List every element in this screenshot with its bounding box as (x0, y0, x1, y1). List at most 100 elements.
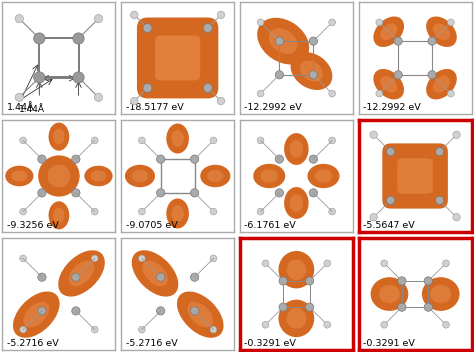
Circle shape (143, 24, 152, 32)
Ellipse shape (58, 250, 105, 297)
Ellipse shape (24, 302, 49, 327)
Circle shape (257, 137, 264, 144)
Ellipse shape (278, 251, 314, 288)
Circle shape (38, 155, 46, 163)
Circle shape (210, 326, 217, 333)
Circle shape (34, 72, 45, 83)
Ellipse shape (300, 61, 323, 81)
Ellipse shape (291, 52, 332, 90)
Ellipse shape (290, 194, 303, 212)
Circle shape (309, 71, 318, 79)
Circle shape (156, 273, 165, 281)
Circle shape (394, 71, 402, 79)
Circle shape (447, 19, 454, 26)
Circle shape (38, 307, 46, 315)
Ellipse shape (379, 285, 400, 303)
Circle shape (275, 155, 283, 163)
Circle shape (309, 37, 318, 45)
Circle shape (428, 37, 436, 45)
Circle shape (305, 303, 314, 311)
Circle shape (94, 14, 103, 23)
Circle shape (275, 71, 283, 79)
Ellipse shape (380, 23, 397, 40)
Ellipse shape (53, 208, 64, 223)
Circle shape (376, 90, 383, 97)
Circle shape (376, 19, 383, 26)
Ellipse shape (284, 133, 309, 165)
Ellipse shape (308, 164, 339, 188)
Circle shape (210, 255, 217, 262)
Circle shape (191, 307, 199, 315)
Circle shape (394, 37, 402, 45)
Circle shape (257, 90, 264, 97)
Circle shape (329, 208, 336, 215)
Circle shape (156, 189, 165, 197)
Circle shape (275, 189, 283, 197)
Circle shape (15, 14, 24, 23)
Circle shape (424, 303, 432, 311)
Circle shape (324, 321, 331, 328)
Ellipse shape (166, 199, 189, 228)
Ellipse shape (172, 205, 184, 222)
Circle shape (447, 90, 454, 97)
Text: -9.3256 eV: -9.3256 eV (7, 221, 59, 230)
Circle shape (275, 37, 283, 45)
Circle shape (210, 137, 217, 144)
Text: 1.44Å: 1.44Å (7, 103, 35, 112)
Ellipse shape (380, 76, 397, 93)
Circle shape (34, 33, 45, 44)
Ellipse shape (142, 261, 168, 286)
Circle shape (424, 277, 432, 285)
Circle shape (138, 326, 145, 333)
Circle shape (94, 93, 103, 101)
Circle shape (143, 83, 152, 93)
Circle shape (138, 255, 145, 262)
Circle shape (453, 213, 460, 221)
Ellipse shape (132, 170, 148, 182)
Ellipse shape (166, 124, 189, 153)
Text: -5.5647 eV: -5.5647 eV (363, 221, 415, 230)
Text: -0.3291 eV: -0.3291 eV (363, 339, 415, 348)
Text: -12.2992 eV: -12.2992 eV (245, 103, 302, 112)
Ellipse shape (5, 166, 34, 186)
Ellipse shape (426, 17, 457, 47)
Circle shape (257, 19, 264, 26)
Text: -5.2716 eV: -5.2716 eV (7, 339, 59, 348)
Circle shape (381, 321, 388, 328)
Ellipse shape (433, 76, 450, 93)
Circle shape (203, 24, 212, 32)
Text: 1.44Å: 1.44Å (19, 105, 46, 114)
Ellipse shape (47, 165, 70, 187)
Circle shape (381, 260, 388, 267)
Circle shape (279, 303, 287, 311)
Circle shape (72, 307, 80, 315)
Circle shape (191, 189, 199, 197)
Circle shape (453, 131, 460, 139)
Text: -18.5177 eV: -18.5177 eV (126, 103, 183, 112)
FancyBboxPatch shape (383, 143, 448, 209)
Circle shape (329, 90, 336, 97)
Circle shape (428, 71, 436, 79)
Circle shape (38, 189, 46, 197)
Circle shape (217, 11, 225, 19)
Ellipse shape (207, 170, 224, 182)
Text: -6.1761 eV: -6.1761 eV (245, 221, 296, 230)
Ellipse shape (374, 17, 404, 47)
Circle shape (279, 277, 287, 285)
Circle shape (72, 189, 80, 197)
Circle shape (436, 147, 444, 156)
Circle shape (309, 155, 318, 163)
Circle shape (386, 147, 395, 156)
Ellipse shape (253, 164, 285, 188)
Circle shape (386, 196, 395, 205)
Ellipse shape (48, 201, 69, 230)
Ellipse shape (257, 18, 309, 64)
Ellipse shape (91, 170, 106, 182)
Ellipse shape (371, 277, 408, 311)
Circle shape (210, 208, 217, 215)
Circle shape (20, 326, 27, 333)
Circle shape (370, 213, 377, 221)
Circle shape (38, 273, 46, 281)
Text: -9.0705 eV: -9.0705 eV (126, 221, 177, 230)
Circle shape (91, 137, 98, 144)
